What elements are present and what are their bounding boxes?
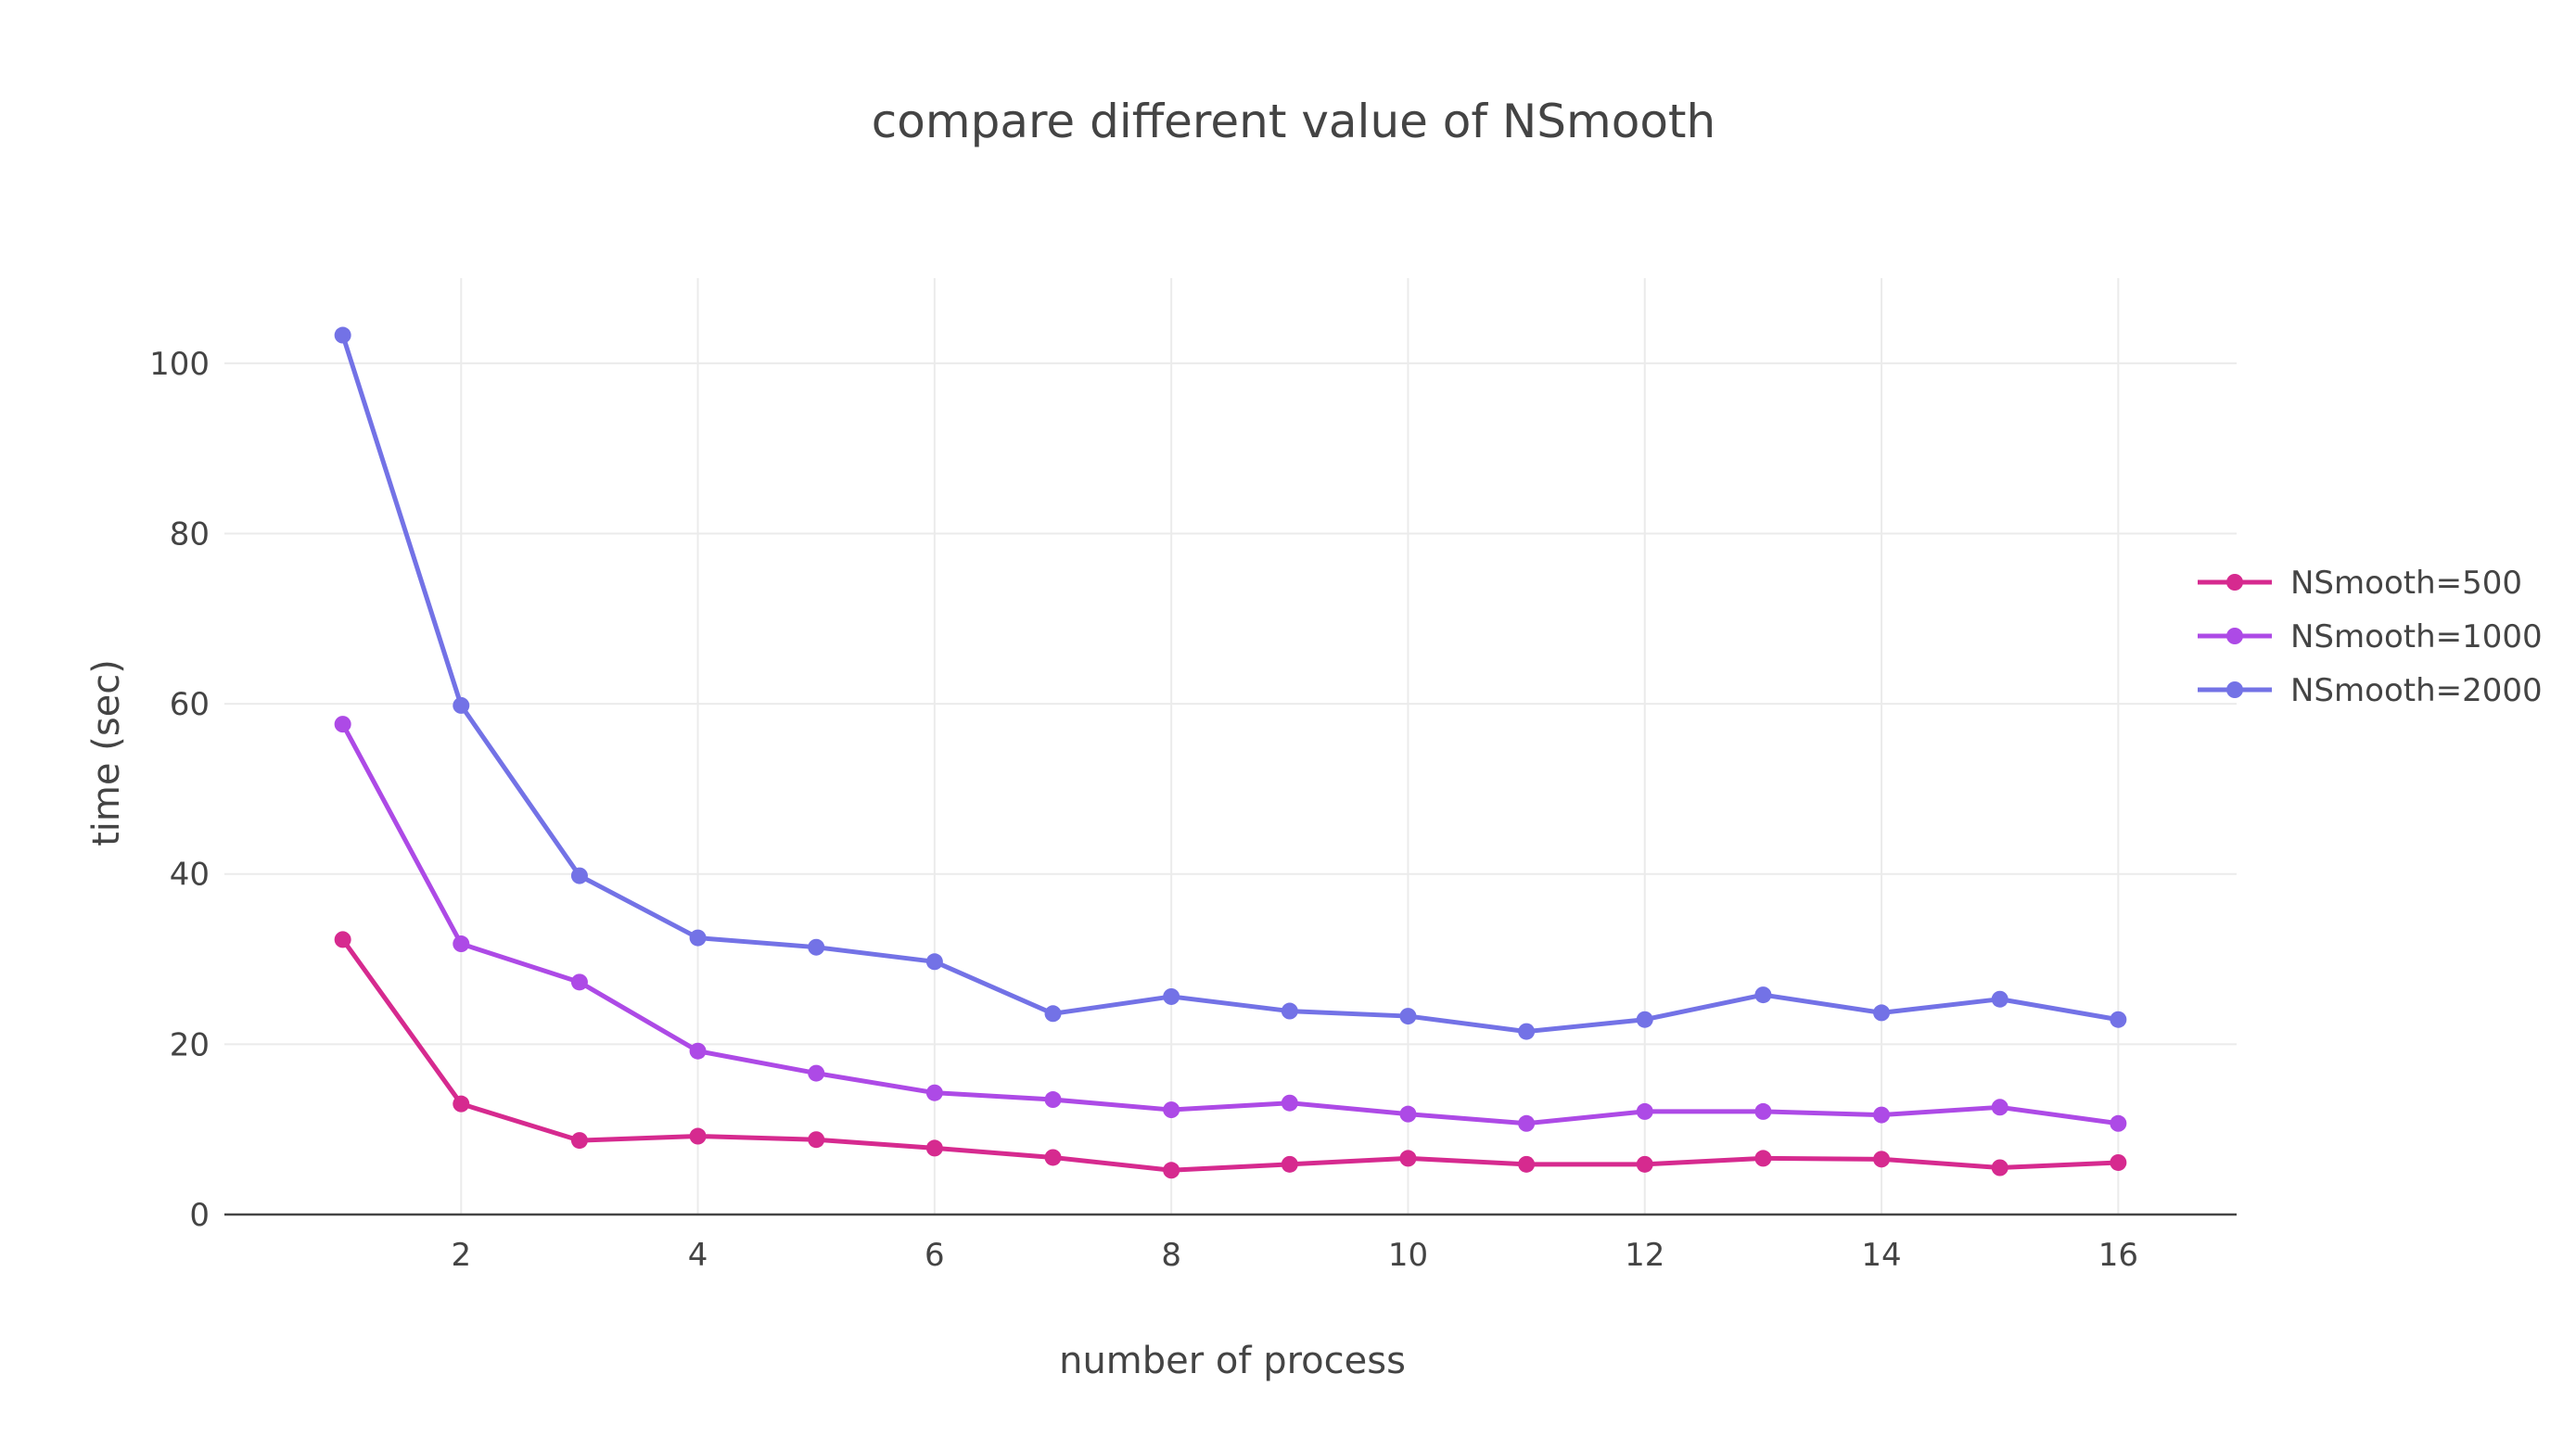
data-point[interactable] xyxy=(1163,1101,1180,1119)
legend-swatch-marker xyxy=(2226,681,2243,698)
data-point[interactable] xyxy=(334,716,351,733)
data-point[interactable] xyxy=(1636,1155,1653,1173)
data-point[interactable] xyxy=(925,1139,943,1157)
x-tick-label: 8 xyxy=(1161,1237,1181,1274)
data-point[interactable] xyxy=(1873,1004,1891,1022)
data-point[interactable] xyxy=(1873,1151,1891,1168)
y-tick-label: 40 xyxy=(170,857,210,894)
series-line xyxy=(340,721,2121,1126)
data-point[interactable] xyxy=(1518,1114,1536,1132)
y-tick-label: 60 xyxy=(170,686,210,723)
legend-label: NSmooth=500 xyxy=(2290,565,2522,602)
data-point[interactable] xyxy=(1399,1105,1417,1123)
legend-item[interactable]: NSmooth=500 xyxy=(2198,565,2522,602)
data-point[interactable] xyxy=(570,1132,588,1150)
data-point[interactable] xyxy=(1399,1150,1417,1167)
data-point[interactable] xyxy=(453,935,470,953)
legend[interactable]: NSmooth=500 NSmooth=1000 NSmooth=2000 xyxy=(2198,565,2543,709)
grid xyxy=(224,278,2237,1215)
data-point[interactable] xyxy=(1044,1091,1062,1109)
chart-title: compare different value of NSmooth xyxy=(872,95,1715,148)
data-point[interactable] xyxy=(689,929,707,947)
data-point[interactable] xyxy=(2110,1153,2127,1171)
data-point[interactable] xyxy=(1044,1005,1062,1023)
y-axis-title: time (sec) xyxy=(85,659,128,846)
legend-label: NSmooth=1000 xyxy=(2290,618,2543,655)
data-point[interactable] xyxy=(2110,1011,2127,1028)
data-point[interactable] xyxy=(570,973,588,991)
y-tick-label: 100 xyxy=(149,346,210,383)
data-point[interactable] xyxy=(1518,1023,1536,1040)
data-point[interactable] xyxy=(689,1127,707,1145)
data-point[interactable] xyxy=(1636,1011,1653,1028)
data-point[interactable] xyxy=(453,696,470,714)
series-2 xyxy=(334,716,2127,1132)
y-tick-label: 0 xyxy=(189,1197,210,1234)
data-point[interactable] xyxy=(1754,1150,1772,1167)
data-point[interactable] xyxy=(808,938,825,956)
x-tick-label: 2 xyxy=(451,1237,471,1274)
data-point[interactable] xyxy=(1991,1099,2009,1116)
legend-item[interactable]: NSmooth=1000 xyxy=(2198,618,2543,655)
data-point[interactable] xyxy=(808,1131,825,1149)
series-line xyxy=(340,936,2121,1173)
x-tick-label: 14 xyxy=(1861,1237,1901,1274)
x-axis-title: number of process xyxy=(1059,1340,1406,1382)
data-point[interactable] xyxy=(1399,1008,1417,1025)
legend-swatch-marker xyxy=(2226,628,2243,644)
data-point[interactable] xyxy=(1163,987,1180,1005)
data-point[interactable] xyxy=(334,326,351,344)
legend-label: NSmooth=2000 xyxy=(2290,672,2543,709)
data-point[interactable] xyxy=(925,953,943,971)
data-point[interactable] xyxy=(570,867,588,884)
series-line xyxy=(340,333,2121,1035)
data-point[interactable] xyxy=(1281,1155,1298,1173)
axes: 2 4 6 8 10 12 14 16 0 20 40 60 80 100 xyxy=(149,346,2237,1274)
x-tick-label: 6 xyxy=(925,1237,945,1274)
data-point[interactable] xyxy=(1636,1102,1653,1120)
data-point[interactable] xyxy=(1281,1094,1298,1112)
data-point[interactable] xyxy=(1754,1102,1772,1120)
series-1 xyxy=(334,931,2127,1179)
data-point[interactable] xyxy=(808,1064,825,1082)
x-tick-label: 10 xyxy=(1388,1237,1428,1274)
x-tick-label: 12 xyxy=(1625,1237,1664,1274)
series-3 xyxy=(334,326,2127,1040)
data-point[interactable] xyxy=(1163,1162,1180,1179)
data-point[interactable] xyxy=(1044,1149,1062,1166)
plot-area xyxy=(334,326,2127,1179)
data-point[interactable] xyxy=(1281,1002,1298,1020)
data-point[interactable] xyxy=(689,1042,707,1060)
data-point[interactable] xyxy=(2110,1114,2127,1132)
legend-swatch-marker xyxy=(2226,574,2243,591)
x-tick-label: 4 xyxy=(688,1237,708,1274)
data-point[interactable] xyxy=(453,1095,470,1113)
data-point[interactable] xyxy=(334,931,351,948)
y-tick-label: 20 xyxy=(170,1026,210,1063)
data-point[interactable] xyxy=(1991,1159,2009,1177)
data-point[interactable] xyxy=(1991,990,2009,1008)
data-point[interactable] xyxy=(1518,1155,1536,1173)
y-tick-label: 80 xyxy=(170,515,210,553)
data-point[interactable] xyxy=(1873,1106,1891,1124)
legend-item[interactable]: NSmooth=2000 xyxy=(2198,672,2543,709)
data-point[interactable] xyxy=(925,1084,943,1101)
data-point[interactable] xyxy=(1754,986,1772,1004)
x-tick-label: 16 xyxy=(2098,1237,2138,1274)
